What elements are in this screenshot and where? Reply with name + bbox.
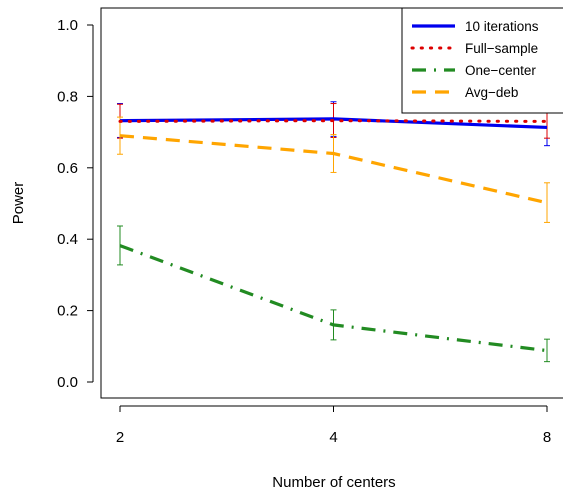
y-tick-label: 0.0: [57, 374, 78, 391]
y-tick-label: 0.6: [57, 160, 78, 177]
legend-label: One−center: [465, 63, 536, 78]
series-line: [118, 119, 549, 123]
legend-label: Avg−deb: [465, 85, 518, 100]
y-tick-label: 0.2: [57, 303, 78, 320]
series-line: [119, 117, 548, 130]
x-tick-label: 2: [116, 429, 124, 446]
y-tick-label: 1.0: [57, 17, 78, 34]
legend: 10 iterations Full−sample One−center Avg−de…: [401, 7, 563, 114]
legend-label: Full−sample: [465, 41, 538, 56]
series-line: [119, 244, 548, 353]
plot-frame: [100, 7, 563, 399]
error-bars: [117, 101, 550, 363]
y-axis-label: Power: [10, 182, 27, 225]
error-bar: [544, 182, 550, 223]
x-axis: 2 4 8: [116, 405, 551, 446]
x-tick-label: 4: [329, 429, 337, 446]
series-line: [119, 134, 548, 205]
y-axis: 0.0 0.2 0.4 0.6 0.8 1.0: [57, 17, 94, 391]
legend-label: 10 iterations: [465, 19, 539, 34]
error-bar: [117, 225, 123, 266]
error-bar: [544, 338, 550, 363]
y-tick-label: 0.8: [57, 88, 78, 105]
y-tick-label: 0.4: [57, 231, 78, 248]
x-tick-label: 8: [543, 429, 551, 446]
series-lines: [118, 117, 549, 353]
x-axis-label: Number of centers: [272, 474, 395, 491]
